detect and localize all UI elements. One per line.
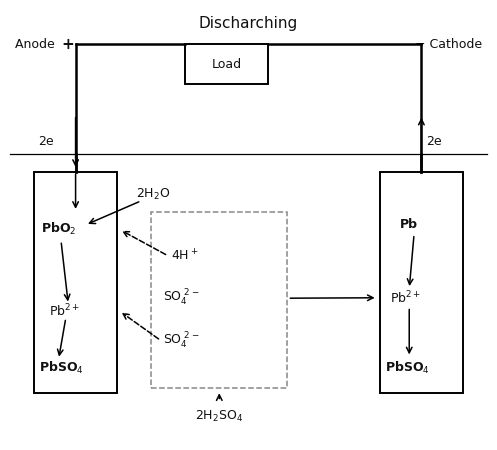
Text: 2e: 2e [426,135,442,148]
Text: PbSO$_4$: PbSO$_4$ [39,360,84,376]
Bar [380,172,463,392]
Text: SO$_4^{\ 2-}$: SO$_4^{\ 2-}$ [163,288,200,308]
Text: Pb$^{2+}$: Pb$^{2+}$ [49,303,80,320]
Bar [34,172,117,392]
Text: Anode: Anode [15,38,59,51]
Bar [151,212,287,388]
Text: Load: Load [212,58,242,71]
Text: PbSO$_4$: PbSO$_4$ [385,360,430,376]
Text: 2H$_2$O: 2H$_2$O [137,187,171,202]
Text: PbO$_2$: PbO$_2$ [41,221,77,238]
Text: Discharching: Discharching [199,16,298,31]
Text: Pb$^{2+}$: Pb$^{2+}$ [390,289,421,306]
Text: 2e: 2e [38,135,54,148]
Text: SO$_4^{\ 2-}$: SO$_4^{\ 2-}$ [163,330,200,351]
Bar [185,44,268,84]
Text: Pb: Pb [400,219,417,231]
Text: − Cathode: − Cathode [415,38,482,51]
Text: 2H$_2$SO$_4$: 2H$_2$SO$_4$ [195,410,244,424]
Text: 4H$^+$: 4H$^+$ [170,248,198,264]
Text: +: + [61,37,74,52]
